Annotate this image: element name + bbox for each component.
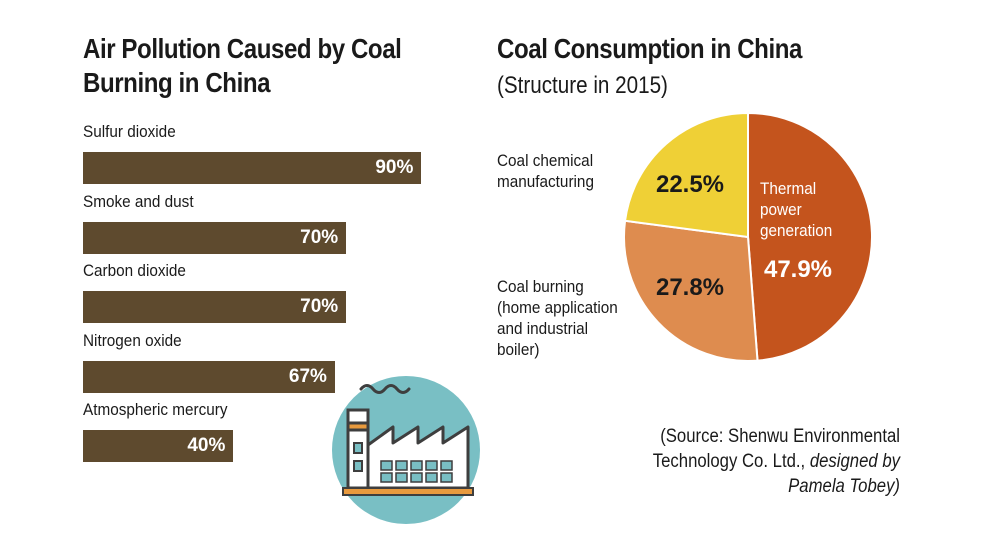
smoke-icon <box>359 384 411 394</box>
pie-slice-label: Thermal power generation <box>760 178 832 241</box>
bar: 40% <box>83 430 234 462</box>
chimney-stripe <box>346 421 370 432</box>
pie-chart-title: Coal Consumption in China <box>497 33 802 64</box>
pie-value-label: 47.9% <box>764 256 832 283</box>
pie-slice-label-line: boiler) <box>497 340 540 359</box>
source-designed-by: designed by <box>809 451 900 472</box>
source-designer-name: Pamela Tobey) <box>788 476 900 497</box>
bar-value-label: 90% <box>375 157 414 178</box>
pie-slice-label-line: (home application <box>497 298 618 317</box>
pie-slice <box>623 111 749 239</box>
chimney-window <box>353 442 363 454</box>
bar-value-label: 67% <box>288 365 327 387</box>
bar-label: Atmospheric mercury <box>83 400 228 419</box>
bar-value-label: 40% <box>187 435 226 456</box>
pie-slice-label-line: Thermal <box>760 179 817 198</box>
pie-value-label: 27.8% <box>656 274 724 301</box>
bar-label: Sulfur dioxide <box>83 122 176 141</box>
pie-slice-label: Coal chemical manufacturing <box>497 150 594 192</box>
pie-slice <box>623 219 759 362</box>
bar-value-label: 70% <box>300 226 339 248</box>
pie-slice-label-line: power <box>760 200 802 219</box>
bar: 67% <box>83 360 335 393</box>
source-company: Technology Co. Ltd., <box>652 451 810 472</box>
source-line-2: Technology Co. Ltd., designed by <box>636 449 900 474</box>
bar-chart-title: Air Pollution Caused by Coal Burning in … <box>83 32 410 100</box>
source-line-1: (Source: Shenwu Environmental <box>660 426 900 447</box>
bar: 70% <box>83 291 347 323</box>
factory-windows <box>380 460 453 483</box>
pie-slice-label-line: generation <box>760 221 833 240</box>
pie-slice-label-line: Coal chemical <box>497 151 594 170</box>
pie-slice-label-line: Coal burning <box>497 277 584 296</box>
factory-base <box>342 487 474 496</box>
bar-value-label: 70% <box>300 296 339 317</box>
source-note: (Source: Shenwu Environmental Technology… <box>636 424 900 499</box>
bar-label: Carbon dioxide <box>83 261 186 280</box>
bar: 90% <box>83 152 422 184</box>
factory-icon <box>332 376 480 524</box>
bar-label: Smoke and dust <box>83 191 194 211</box>
bar-label: Nitrogen oxide <box>83 330 182 350</box>
pie-value-label: 22.5% <box>656 171 724 198</box>
pie-slice-label-line: manufacturing <box>497 172 594 191</box>
pie-chart-subtitle: (Structure in 2015) <box>497 72 668 99</box>
bar: 70% <box>83 221 347 254</box>
pie-slice-label: Coal burning (home application and industr… <box>497 276 618 360</box>
bar-chart-title-text: Air Pollution Caused by Coal Burning in … <box>83 33 402 98</box>
chimney-window <box>353 460 363 472</box>
pie-slice-label-line: and industrial <box>497 319 589 338</box>
